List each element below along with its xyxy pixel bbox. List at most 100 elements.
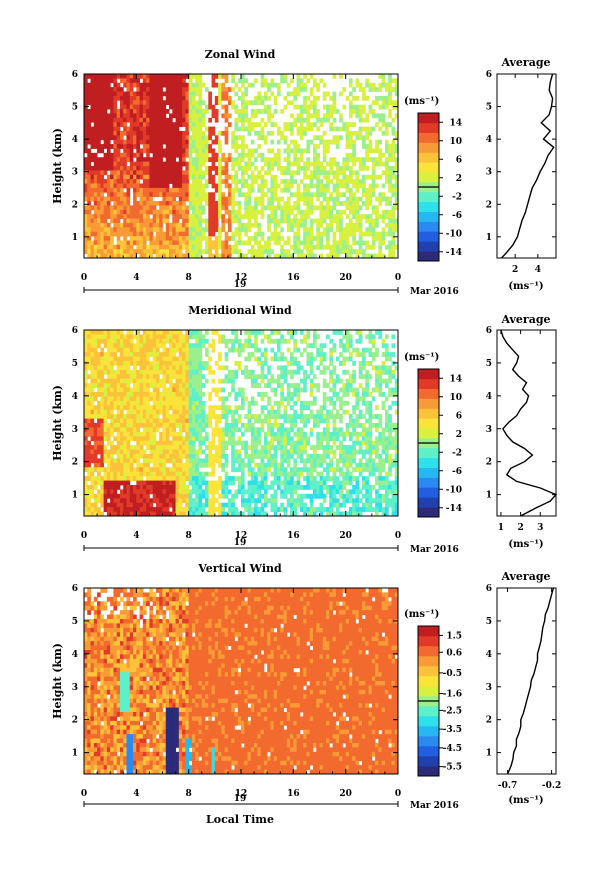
heatmap-cell	[283, 122, 288, 127]
heatmap-cell	[142, 249, 147, 255]
heatmap-cell	[188, 387, 193, 393]
heatmap-cell	[335, 227, 340, 233]
heatmap-cell	[106, 454, 111, 459]
heatmap-cell	[87, 231, 91, 237]
heatmap-cell	[106, 222, 111, 228]
heatmap-cell	[257, 462, 262, 468]
heatmap-cell	[116, 227, 121, 233]
heatmap-cell	[227, 489, 232, 495]
heatmap-cell	[146, 396, 150, 402]
heatmap-cell	[322, 117, 327, 123]
heatmap-cell	[214, 95, 219, 101]
heatmap-cell	[129, 330, 134, 335]
heatmap-cell	[162, 365, 167, 371]
heatmap-cell	[211, 427, 216, 433]
heatmap-cell	[345, 126, 350, 132]
heatmap-cell	[93, 396, 98, 402]
heatmap-cell	[286, 205, 291, 211]
heatmap-cell	[129, 338, 134, 344]
heatmap-cell	[198, 135, 203, 141]
heatmap-cell	[113, 174, 118, 180]
heatmap-cell	[303, 236, 307, 241]
heatmap-cell	[270, 236, 275, 241]
heatmap-cell	[110, 157, 114, 163]
heatmap-cell	[355, 209, 360, 215]
heatmap-cell	[188, 330, 193, 335]
heatmap-cell	[227, 480, 232, 486]
heatmap-cell	[201, 135, 206, 141]
heatmap-cell	[384, 104, 389, 110]
heatmap-cell	[198, 396, 203, 402]
heatmap-cell	[234, 330, 239, 335]
heatmap-cell	[214, 449, 219, 455]
heatmap-cell	[119, 511, 124, 516]
heatmap-cell	[133, 227, 137, 233]
heatmap-cell	[191, 343, 196, 349]
heatmap-cell	[113, 139, 118, 145]
heatmap-cell	[371, 205, 376, 211]
heatmap-cell	[172, 227, 176, 233]
heatmap-cell	[345, 214, 350, 219]
heatmap-cell	[375, 205, 379, 211]
heatmap-cell	[162, 449, 167, 455]
heatmap-cell	[368, 222, 373, 228]
heatmap-cell	[116, 440, 121, 446]
heatmap-cell	[113, 183, 118, 189]
heatmap-cell	[244, 152, 248, 158]
heatmap-cell	[126, 148, 131, 154]
heatmap-cell	[123, 343, 127, 349]
heatmap-cell	[358, 130, 363, 136]
heatmap-cell	[244, 166, 248, 171]
heatmap-cell	[139, 227, 144, 233]
heatmap-cell	[247, 157, 252, 163]
heatmap-cell	[221, 222, 226, 228]
heatmap-cell	[175, 78, 180, 84]
heatmap-cell	[126, 104, 131, 110]
colorbar-swatch	[418, 162, 439, 173]
heatmap-cell	[178, 334, 183, 340]
heatmap-cell	[231, 347, 235, 353]
heatmap-cell	[375, 113, 379, 119]
heatmap-cell	[185, 458, 190, 464]
heatmap-cell	[234, 493, 239, 499]
heatmap-cell	[342, 87, 347, 92]
heatmap-cell	[211, 431, 216, 437]
heatmap-cell	[155, 449, 160, 455]
heatmap-cell	[84, 179, 88, 184]
heatmap-cell	[355, 179, 360, 184]
heatmap-cell	[182, 396, 186, 402]
heatmap-cell	[348, 135, 353, 141]
heatmap-cell	[155, 192, 160, 198]
heatmap-cell	[339, 244, 343, 250]
heatmap-cell	[178, 130, 183, 136]
heatmap-cell	[329, 104, 333, 110]
heatmap-cell	[87, 387, 91, 393]
heatmap-cell	[93, 144, 98, 149]
heatmap-cell	[198, 82, 203, 88]
heatmap-cell	[257, 414, 262, 419]
heatmap-cell	[214, 418, 219, 424]
heatmap-cell	[188, 489, 193, 495]
heatmap-cell	[208, 396, 212, 402]
heatmap-cell	[155, 187, 160, 193]
heatmap-cell	[93, 507, 98, 512]
heatmap-cell	[214, 454, 219, 459]
heatmap-cell	[90, 183, 95, 189]
heatmap-cell	[195, 485, 199, 490]
heatmap-cell	[299, 253, 304, 258]
heatmap-cell	[162, 330, 167, 335]
heatmap-cell	[201, 414, 206, 419]
heatmap-cell	[205, 126, 209, 132]
heatmap-cell	[296, 253, 301, 258]
heatmap-cell	[149, 236, 154, 241]
heatmap-cell	[116, 383, 121, 388]
heatmap-cell	[87, 139, 91, 145]
heatmap-cell	[352, 236, 356, 241]
heatmap-cell	[178, 78, 183, 84]
heatmap-cell	[152, 218, 157, 224]
heatmap-cell	[224, 431, 229, 437]
heatmap-cell	[280, 74, 284, 79]
heatmap-cell	[97, 440, 101, 446]
heatmap-cell	[155, 507, 160, 512]
heatmap-cell	[214, 170, 219, 176]
